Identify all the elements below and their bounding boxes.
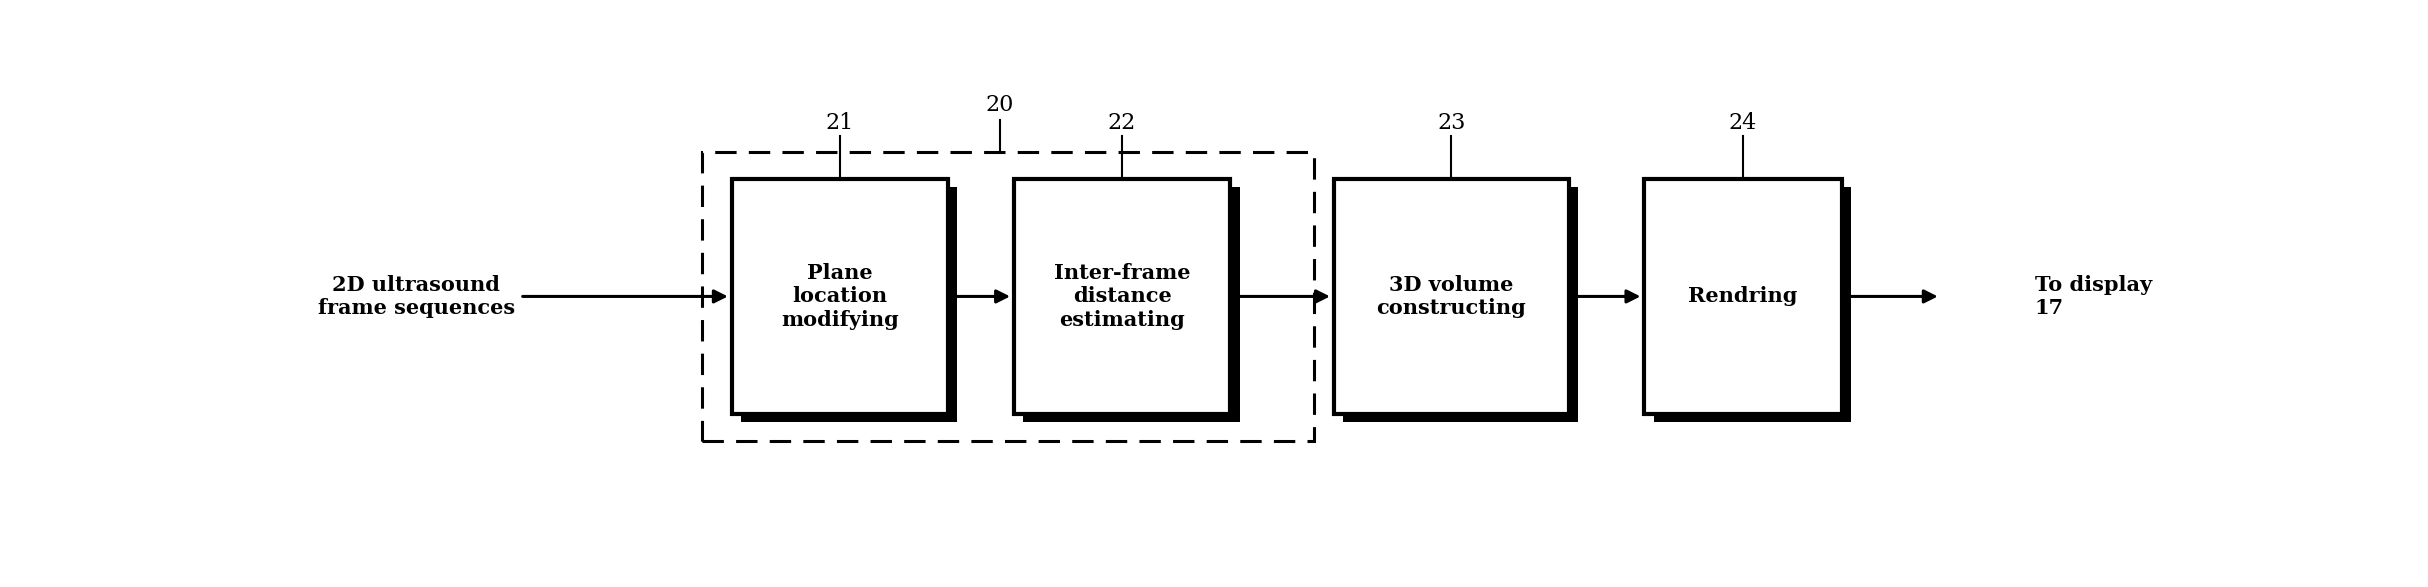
Text: To display
17: To display 17 bbox=[2035, 275, 2151, 318]
Text: 2D ultrasound
frame sequences: 2D ultrasound frame sequences bbox=[318, 275, 515, 318]
Bar bbox=[1653, 187, 1850, 422]
Bar bbox=[741, 187, 957, 422]
Text: 21: 21 bbox=[826, 112, 855, 134]
Bar bbox=[1333, 179, 1568, 414]
Bar bbox=[1343, 187, 1578, 422]
Text: Inter-frame
distance
estimating: Inter-frame distance estimating bbox=[1054, 263, 1190, 330]
Bar bbox=[731, 179, 947, 414]
Text: Rendring: Rendring bbox=[1687, 286, 1797, 306]
Text: 22: 22 bbox=[1107, 112, 1136, 134]
Bar bbox=[1644, 179, 1843, 414]
Text: 24: 24 bbox=[1729, 112, 1758, 134]
Text: Plane
location
modifying: Plane location modifying bbox=[782, 263, 898, 330]
Text: 23: 23 bbox=[1437, 112, 1467, 134]
Text: 3D volume
constructing: 3D volume constructing bbox=[1377, 275, 1527, 318]
Bar bbox=[1015, 179, 1231, 414]
Bar bbox=[702, 152, 1314, 441]
Text: 20: 20 bbox=[986, 94, 1015, 116]
Bar bbox=[1022, 187, 1241, 422]
